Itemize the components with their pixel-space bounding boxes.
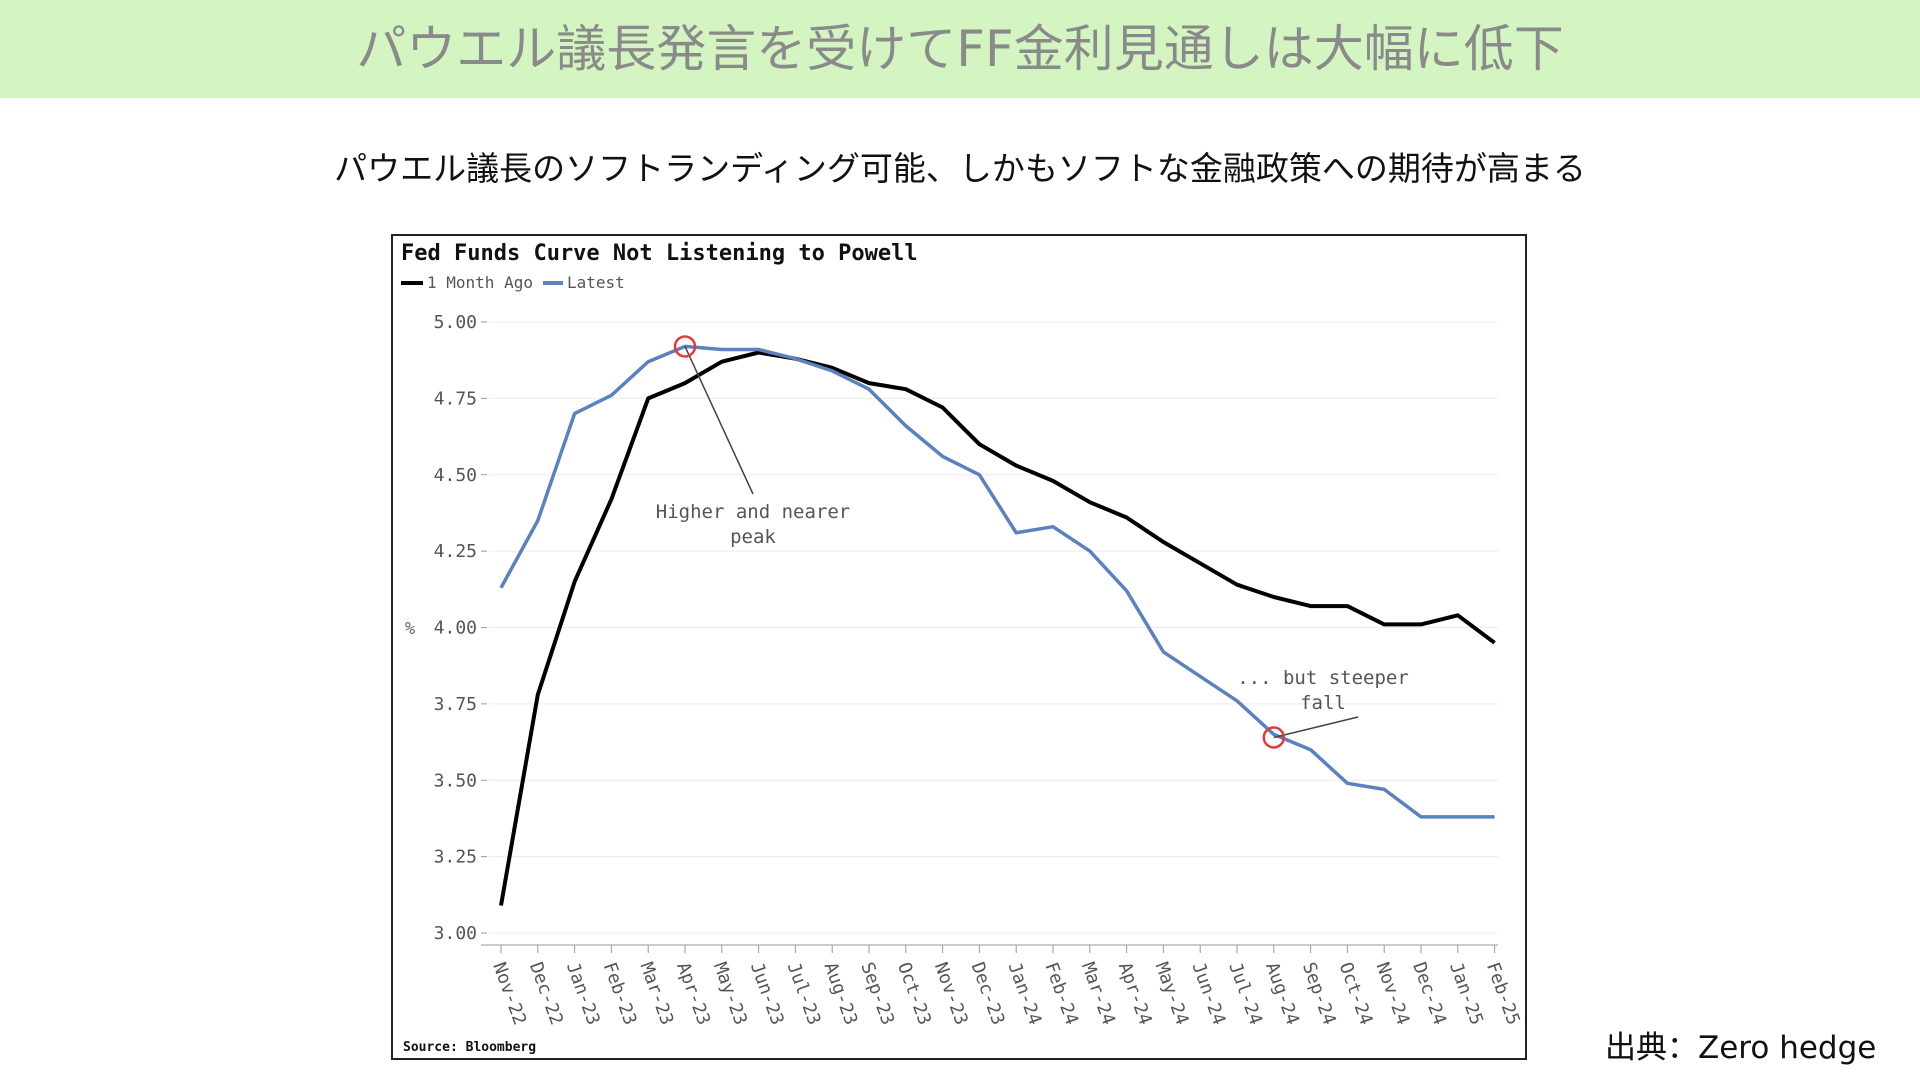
x-tick-label: Jul-23 <box>783 960 825 1028</box>
annotation-text: fall <box>1300 692 1346 714</box>
legend-label-month-ago: 1 Month Ago <box>427 273 533 292</box>
y-tick-label: 4.75 <box>434 388 477 409</box>
x-tick-label: Jan-24 <box>1004 960 1046 1028</box>
highlight-circle <box>1262 726 1286 749</box>
x-tick-label: Feb-23 <box>599 960 641 1028</box>
y-tick-label: 5.00 <box>434 312 477 333</box>
x-tick-label: Apr-24 <box>1114 960 1156 1028</box>
highlight-circle <box>673 335 697 358</box>
header-banner <box>0 0 1920 98</box>
x-tick-label: Feb-24 <box>1040 960 1082 1028</box>
x-tick-label: May-23 <box>709 960 751 1028</box>
source-citation: 出典：Zero hedge <box>1605 1030 1877 1066</box>
gridlines <box>489 321 1498 934</box>
y-axis-label: % <box>405 619 415 639</box>
x-tick-label: Nov-23 <box>930 960 972 1028</box>
x-tick-label: Apr-23 <box>672 960 714 1028</box>
x-tick-label: Dec-23 <box>967 960 1009 1028</box>
y-tick-label: 3.50 <box>434 770 477 791</box>
y-tick-label: 3.25 <box>434 847 477 868</box>
series-lines <box>499 344 1496 906</box>
page-subtitle: パウエル議長のソフトランディング可能、しかもソフトな金融政策への期待が高まる <box>334 149 1586 188</box>
y-tick-label: 4.00 <box>434 618 477 639</box>
x-tick-label: Mar-24 <box>1077 960 1119 1028</box>
series-line-latest <box>499 344 1495 819</box>
x-tick-label: Nov-24 <box>1372 960 1414 1028</box>
annotation-text: Higher and nearer <box>656 501 850 523</box>
annotation-leader <box>1273 716 1359 739</box>
x-tick-label: Oct-23 <box>893 960 935 1028</box>
series-line-month-ago <box>499 350 1496 906</box>
x-tick-label: Jan-25 <box>1445 960 1487 1028</box>
y-tick-label: 4.50 <box>434 465 477 486</box>
x-tick-label: Jun-23 <box>746 960 788 1028</box>
x-tick-label: Jun-24 <box>1188 960 1230 1028</box>
x-tick-label: Oct-24 <box>1335 960 1377 1028</box>
y-axis: 5.00 4.75 4.50 4.25 4.00 3.75 3.50 3.25 3.00 <box>434 312 487 944</box>
annotation-leader <box>684 346 754 495</box>
x-axis: Nov-22Dec-22Jan-23Feb-23Mar-23Apr-23May-… <box>481 944 1524 1028</box>
x-tick-label: Dec-24 <box>1408 960 1450 1028</box>
annotation-text: peak <box>730 526 776 548</box>
x-tick-label: Sep-23 <box>856 960 898 1028</box>
x-tick-label: Aug-23 <box>820 960 862 1028</box>
fed-funds-chart: Fed Funds Curve Not Listening to Powell … <box>401 241 1524 1055</box>
annotation-text: ... but steeper <box>1237 667 1409 689</box>
x-tick-label: Aug-24 <box>1261 960 1303 1028</box>
x-tick-label: Dec-22 <box>525 960 567 1028</box>
annotations: Higher and nearer peak ... but steeper fall <box>656 335 1409 749</box>
chart-frame: Fed Funds Curve Not Listening to Powell … <box>391 234 1527 1060</box>
x-tick-label: Feb-25 <box>1482 960 1524 1028</box>
y-tick-label: 3.75 <box>434 694 477 715</box>
legend: 1 Month Ago Latest <box>401 273 625 292</box>
x-tick-label: Sep-24 <box>1298 960 1340 1028</box>
y-tick-label: 3.00 <box>434 923 477 944</box>
y-tick-label: 4.25 <box>434 541 477 562</box>
x-tick-label: Mar-23 <box>636 960 678 1028</box>
x-tick-label: May-24 <box>1151 960 1193 1028</box>
legend-label-latest: Latest <box>567 273 625 292</box>
x-tick-label: Nov-22 <box>488 960 530 1028</box>
x-tick-label: Jan-23 <box>562 960 604 1028</box>
page-title: パウエル議長発言を受けてFF金利見通しは大幅に低下 <box>356 20 1564 78</box>
chart-title: Fed Funds Curve Not Listening to Powell <box>401 241 918 266</box>
x-tick-label: Jul-24 <box>1224 960 1266 1028</box>
chart-source: Source: Bloomberg <box>403 1040 536 1055</box>
